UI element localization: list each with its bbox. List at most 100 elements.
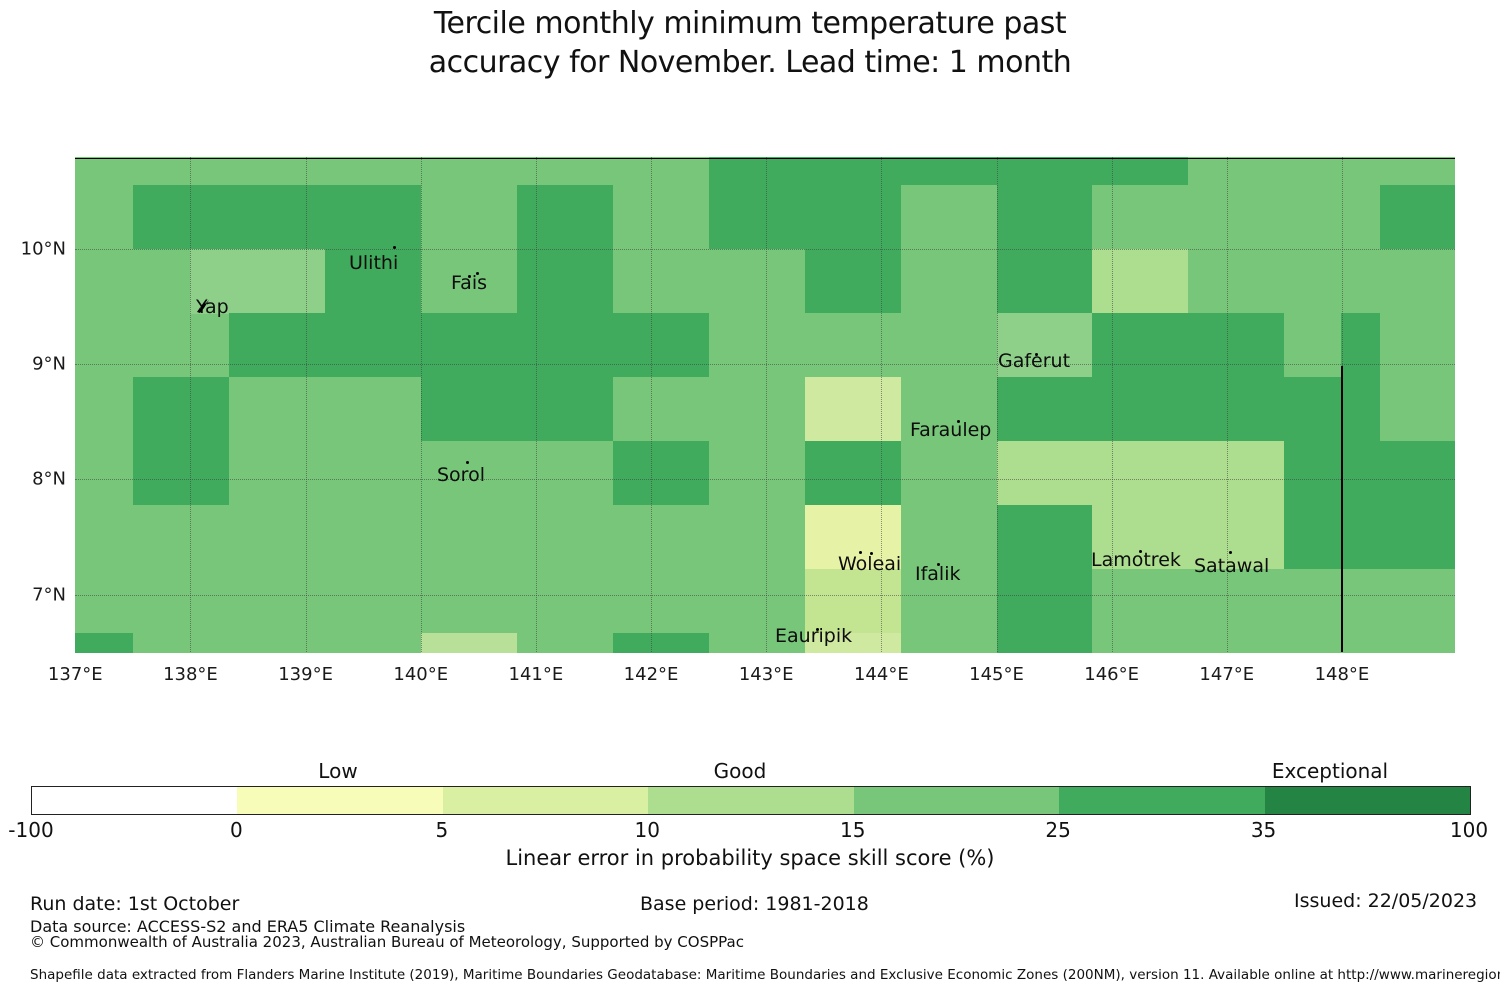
map-cell [132,377,230,442]
map-cell [1188,441,1286,506]
map-cell [708,157,806,186]
map-cell [900,249,998,314]
map-cell [324,441,422,506]
colorbar-tick-label: 35 [1250,818,1277,842]
x-axis-tick-label: 142°E [623,664,679,685]
map-cell [324,377,422,442]
map-cell [1380,313,1456,378]
x-axis-tick-label: 144°E [853,664,909,685]
colorbar-tick-label: 100 [1449,818,1489,842]
map-cell [1092,569,1190,634]
longitude-gridline [535,157,537,653]
map-cell [324,313,422,378]
map-cell [1284,185,1342,250]
longitude-gridline [766,157,768,653]
latitude-gridline [75,479,1455,481]
map-cell [1380,249,1456,314]
map-cell [420,185,518,250]
map-cell [516,313,614,378]
map-cell [420,377,518,442]
map-cell [420,632,518,653]
map-cell [516,157,614,186]
colorbar-segment [853,787,1060,814]
map-cell [1380,569,1456,634]
longitude-gridline [420,157,422,653]
map-cell [516,185,614,250]
longitude-gridline [1111,157,1113,653]
colorbar-quality-label: Good [713,759,767,783]
map-cell [612,504,710,570]
map-cell [996,377,1094,442]
map-cell [1284,632,1342,653]
map-cell [132,632,230,653]
map-cell [75,157,134,186]
island-marker-dot [465,460,469,464]
map-cell [132,313,230,378]
map-cell [804,504,902,570]
map-cell [804,441,902,506]
map-cell [900,569,998,634]
x-axis-tick-label: 146°E [1084,664,1140,685]
y-axis-tick-label: 10°N [20,238,66,260]
map-cell [420,504,518,570]
map-cell [75,441,134,506]
map-cell [324,632,422,653]
map-cell [228,504,326,570]
map-cell [1284,504,1342,570]
map-cell [804,632,902,653]
latitude-gridline [75,364,1455,366]
island-marker-dot [869,551,873,555]
map-cell [132,441,230,506]
base-period-text: Base period: 1981-2018 [640,893,869,915]
island-label-gaferut: Gaferut [998,350,1071,372]
island-label-sorol: Sorol [437,464,485,486]
map-cell [708,249,806,314]
island-marker-dot [815,627,819,631]
island-marker-dot [956,419,960,423]
x-axis-tick-label: 141°E [508,664,564,685]
map-cell [900,185,998,250]
map-cell [996,569,1094,634]
island-label-satawal: Satawal [1194,555,1270,577]
map-cell [420,569,518,634]
map-cell [75,377,134,442]
map-cell [1092,185,1190,250]
x-axis-tick-label: 137°E [47,664,103,685]
map-cell [612,441,710,506]
map-cell [420,313,518,378]
chart-title: Tercile monthly minimum temperature past… [0,4,1500,82]
map-cell [228,569,326,634]
map-cell [1092,441,1190,506]
map-cell [1340,157,1381,186]
map-cell [1284,441,1342,506]
map-cell [708,377,806,442]
map-cell [1380,185,1456,250]
x-axis-tick-label: 139°E [278,664,333,685]
colorbar-segment [442,787,649,814]
map-cell [996,157,1094,186]
map-cell [1188,185,1286,250]
island-marker-dot [858,550,862,554]
longitude-gridline [190,157,192,653]
map-cell [996,313,1094,378]
x-axis-tick-label: 148°E [1314,664,1370,685]
map-cell [324,504,422,570]
map-cell [900,157,998,186]
island-label-ifalik: Ifalik [915,563,961,585]
map-cell [1380,377,1456,442]
map-cell [1340,632,1381,653]
map-cell [420,441,518,506]
colorbar-segment [1264,787,1470,814]
colorbar-bar [31,786,1471,815]
map-cell [324,249,422,314]
map-cell [804,313,902,378]
island-label-yap: Yap [196,296,229,318]
map-cell [1340,569,1381,634]
issued-date-text: Issued: 22/05/2023 [1294,890,1478,912]
map-cell [1380,441,1456,506]
colorbar-segment [648,787,854,814]
colorbar-tick-label: 0 [230,818,243,842]
map-cell [324,185,422,250]
